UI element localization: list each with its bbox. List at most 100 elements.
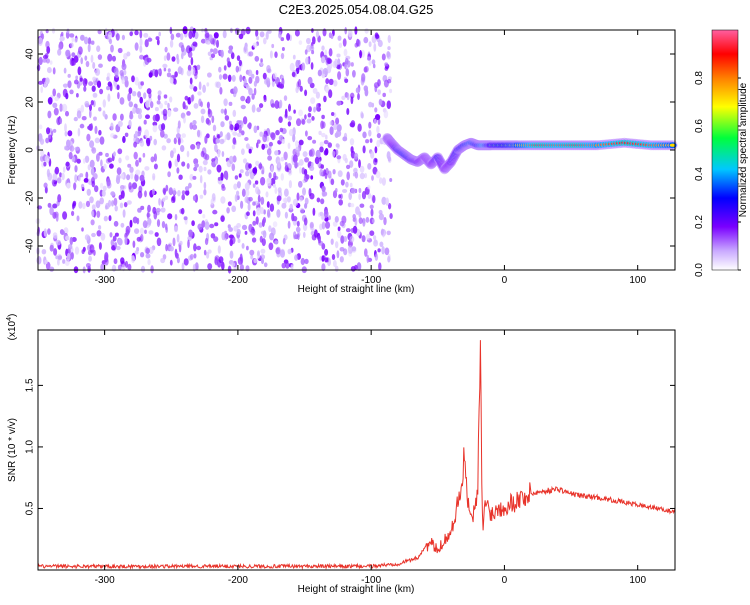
noise-speckle <box>326 57 332 65</box>
noise-speckle <box>173 137 177 145</box>
noise-speckle <box>123 202 128 208</box>
noise-speckle <box>283 151 288 161</box>
noise-speckle <box>316 197 321 203</box>
noise-speckle <box>44 186 48 194</box>
noise-speckle <box>374 158 378 163</box>
noise-speckle <box>111 200 114 207</box>
noise-speckle <box>325 134 328 140</box>
noise-speckle <box>280 173 284 181</box>
noise-speckle <box>47 110 52 119</box>
noise-speckle <box>99 182 104 189</box>
noise-speckle <box>318 238 321 244</box>
noise-speckle <box>357 123 362 132</box>
noise-speckle <box>235 65 239 73</box>
noise-speckle <box>304 114 307 120</box>
noise-speckle <box>274 51 278 58</box>
noise-speckle <box>336 155 342 160</box>
noise-speckle <box>302 187 306 196</box>
noise-speckle <box>173 225 179 233</box>
noise-speckle <box>234 123 240 131</box>
noise-speckle <box>349 182 353 188</box>
noise-speckle <box>187 64 192 72</box>
noise-speckle <box>353 152 359 160</box>
noise-speckle <box>166 52 171 61</box>
noise-speckle <box>272 72 278 80</box>
noise-speckle <box>381 246 385 255</box>
noise-speckle <box>248 87 253 96</box>
noise-speckle <box>313 106 316 113</box>
noise-speckle <box>120 222 125 228</box>
noise-speckle <box>255 29 259 38</box>
noise-speckle <box>373 235 377 240</box>
noise-speckle <box>47 228 51 235</box>
noise-speckle <box>262 230 267 239</box>
noise-speckle <box>38 37 43 46</box>
noise-speckle <box>274 240 279 245</box>
noise-speckle <box>173 78 177 85</box>
noise-speckle <box>272 183 276 188</box>
noise-speckle <box>74 37 78 43</box>
noise-speckle <box>71 210 75 217</box>
noise-speckle <box>346 171 351 181</box>
noise-speckle <box>340 235 345 244</box>
noise-speckle <box>270 103 276 108</box>
noise-speckle <box>152 121 158 127</box>
noise-speckle <box>361 191 367 200</box>
noise-speckle <box>253 125 258 134</box>
noise-speckle <box>68 244 73 250</box>
noise-speckle <box>83 86 87 92</box>
noise-speckle <box>89 104 92 111</box>
noise-speckle <box>96 45 101 52</box>
noise-speckle <box>187 50 193 58</box>
spectrogram-ylabel: Frequency (Hz) <box>7 116 18 185</box>
noise-speckle <box>344 157 348 164</box>
noise-speckle <box>97 54 103 60</box>
noise-speckle <box>132 91 137 97</box>
noise-speckle <box>261 258 264 265</box>
noise-speckle <box>350 187 356 195</box>
noise-speckle <box>49 244 54 252</box>
noise-speckle <box>260 254 266 260</box>
noise-speckle <box>140 81 144 86</box>
noise-speckle <box>86 133 91 142</box>
noise-speckle <box>43 182 48 189</box>
noise-speckle <box>42 54 48 60</box>
noise-speckle <box>274 150 279 156</box>
noise-speckle <box>325 167 329 176</box>
spectrogram-xlabel: Height of straight line (km) <box>298 284 415 295</box>
noise-speckle <box>76 110 82 119</box>
noise-speckle <box>162 108 168 117</box>
noise-speckle <box>128 182 132 190</box>
spectrogram-y-ticks: -40 -20 0 20 40 <box>25 48 675 253</box>
noise-speckle <box>335 149 339 156</box>
noise-speckle <box>167 102 170 109</box>
noise-speckle <box>260 176 266 186</box>
noise-speckle <box>379 177 383 184</box>
noise-speckle <box>167 171 171 178</box>
noise-speckle <box>303 173 309 183</box>
noise-speckle <box>348 29 353 38</box>
noise-speckle <box>122 135 126 144</box>
noise-speckle <box>298 159 304 166</box>
noise-speckle <box>295 86 299 94</box>
noise-speckle <box>157 94 161 101</box>
noise-speckle <box>221 261 225 270</box>
noise-speckle <box>121 34 125 41</box>
noise-speckle <box>321 73 326 79</box>
noise-speckle <box>163 133 168 139</box>
noise-speckle <box>62 259 66 264</box>
noise-speckle <box>133 151 138 160</box>
noise-speckle <box>310 62 314 70</box>
noise-speckle <box>286 167 290 173</box>
noise-speckle <box>252 201 256 206</box>
noise-speckle <box>62 83 69 88</box>
noise-speckle <box>365 216 370 223</box>
noise-speckle <box>192 175 197 180</box>
noise-speckle <box>131 182 138 190</box>
noise-speckle <box>53 107 59 116</box>
noise-speckle <box>166 138 171 144</box>
noise-speckle <box>177 190 181 197</box>
noise-speckle <box>65 161 70 167</box>
noise-speckle <box>385 197 390 206</box>
noise-speckle <box>62 166 66 173</box>
